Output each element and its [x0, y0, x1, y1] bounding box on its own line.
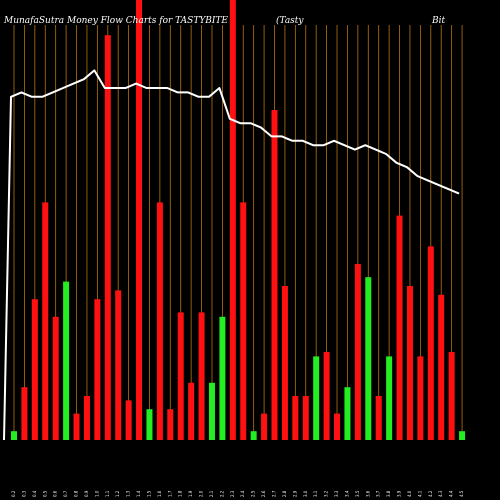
bar-26 — [281, 286, 288, 440]
bar-21 — [229, 0, 236, 440]
x-tick-label: 2.4 — [240, 490, 245, 497]
bar-34 — [365, 277, 372, 440]
bar-19 — [208, 382, 215, 440]
x-tick-label: 4.4 — [449, 490, 454, 497]
bar-5 — [63, 281, 70, 440]
x-tick-label: 1.3 — [126, 490, 131, 497]
bar-28 — [302, 396, 309, 440]
x-tick-label: 3.2 — [324, 490, 329, 497]
bar-14 — [156, 202, 163, 440]
x-tick-label: 1.6 — [157, 490, 162, 497]
x-tick-label: 3.1 — [313, 490, 318, 497]
bar-31 — [334, 413, 341, 440]
x-tick-label: 0.7 — [63, 490, 68, 497]
x-tick-label: 4.5 — [459, 490, 464, 497]
bar-2 — [31, 299, 38, 440]
x-tick-label: 0.6 — [53, 490, 58, 497]
x-tick-label: 0.9 — [84, 490, 89, 497]
bar-25 — [271, 110, 278, 440]
bar-8 — [94, 299, 101, 440]
x-tick-label: 1.4 — [136, 490, 141, 497]
bar-20 — [219, 316, 226, 440]
x-tick-label: 0.5 — [42, 490, 47, 497]
x-tick-label: 0.3 — [21, 490, 26, 497]
x-tick-label: 1.0 — [94, 490, 99, 497]
x-tick-label: 4.3 — [438, 490, 443, 497]
bar-7 — [83, 396, 90, 440]
x-tick-label: 3.4 — [344, 490, 349, 497]
bar-33 — [354, 264, 361, 440]
x-tick-label: 2.0 — [199, 490, 204, 497]
bar-6 — [73, 413, 80, 440]
bar-4 — [52, 316, 59, 440]
x-tick-label: 3.3 — [334, 490, 339, 497]
chart-title-right: Bit — [431, 16, 445, 26]
x-tick-label: 0.2 — [11, 490, 16, 497]
x-tick-label: 1.8 — [178, 490, 183, 497]
x-tick-label: 3.5 — [355, 490, 360, 497]
x-tick-label: 2.9 — [292, 490, 297, 497]
bar-23 — [250, 431, 257, 440]
x-tick-label: 1.9 — [188, 490, 193, 497]
bar-11 — [125, 400, 132, 440]
bars — [11, 0, 466, 440]
x-tick-label: 2.8 — [282, 490, 287, 497]
bar-32 — [344, 387, 351, 440]
x-tick-label: 3.8 — [386, 490, 391, 497]
bar-24 — [261, 413, 268, 440]
bar-3 — [42, 202, 49, 440]
x-tick-label: 3.0 — [303, 490, 308, 497]
x-tick-label: 1.5 — [146, 490, 151, 497]
bar-22 — [240, 202, 247, 440]
bar-17 — [188, 382, 195, 440]
bar-36 — [386, 356, 393, 440]
x-tick-label: 3.6 — [365, 490, 370, 497]
bar-16 — [177, 312, 184, 440]
x-tick-label: 4.0 — [407, 490, 412, 497]
bar-38 — [406, 286, 413, 440]
bar-39 — [417, 356, 424, 440]
x-tick-label: 3.7 — [376, 490, 381, 497]
bar-35 — [375, 396, 382, 440]
bar-0 — [11, 431, 17, 440]
bar-30 — [323, 352, 330, 440]
x-tick-label: 1.2 — [115, 490, 120, 497]
bar-41 — [438, 294, 445, 440]
x-tick-label: 1.7 — [167, 490, 172, 497]
x-tick-label: 2.7 — [272, 490, 277, 497]
bar-40 — [427, 246, 434, 440]
bar-27 — [292, 396, 299, 440]
price-line — [3, 69, 460, 441]
x-tick-labels: 0.2 0.3 0.4 0.5 0.6 0.7 0.8 0.9 1.0 1.1 1.2 1.3 1.4 1… — [11, 490, 464, 497]
bar-1 — [21, 387, 28, 440]
bar-43 — [459, 431, 466, 440]
bar-42 — [448, 352, 455, 440]
bar-15 — [167, 409, 174, 440]
x-tick-label: 4.1 — [417, 490, 422, 497]
x-tick-label: 2.5 — [251, 490, 256, 497]
chart-title-middle: (Tasty — [276, 15, 304, 26]
chart-title: MunafaSutra Money Flow Charts for TASTYB… — [3, 16, 228, 26]
bar-13 — [146, 409, 153, 440]
x-tick-label: 3.9 — [397, 490, 402, 497]
x-tick-label: 1.1 — [105, 490, 110, 497]
x-tick-label: 0.8 — [74, 490, 79, 497]
x-tick-label: 0.4 — [32, 490, 37, 497]
x-tick-label: 2.6 — [261, 490, 266, 497]
x-tick-label: 2.3 — [230, 490, 235, 497]
x-tick-label: 4.2 — [428, 490, 433, 497]
bar-9 — [104, 35, 111, 440]
bar-37 — [396, 215, 403, 440]
bar-10 — [115, 290, 122, 440]
x-tick-label: 2.2 — [219, 490, 224, 497]
bar-18 — [198, 312, 205, 440]
x-tick-label: 2.1 — [209, 490, 214, 497]
bar-12 — [136, 0, 143, 440]
bar-29 — [313, 356, 320, 440]
